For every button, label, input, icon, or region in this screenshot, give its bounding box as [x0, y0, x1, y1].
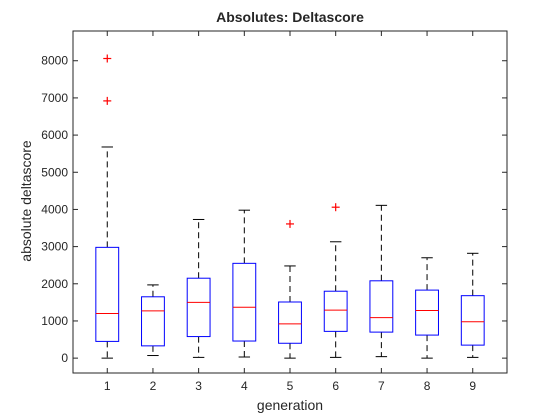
x-tick-label: 3: [195, 379, 202, 393]
box: [232, 262, 257, 342]
x-tick-label: 6: [332, 379, 339, 393]
outlier-marker: [103, 96, 112, 105]
box: [369, 280, 394, 333]
x-axis-label: generation: [257, 397, 323, 413]
box-group-7: [369, 204, 394, 358]
box-group-2: [141, 284, 165, 357]
box-group-4: [232, 209, 257, 358]
x-tick-label: 2: [150, 379, 157, 393]
x-axis: 1 2 3 4 5 6 7 8 9: [104, 31, 476, 393]
box-group-5: [278, 219, 302, 359]
y-tick-label: 2000: [41, 277, 68, 291]
x-tick-label: 5: [287, 379, 294, 393]
box: [278, 301, 302, 344]
box: [141, 296, 165, 347]
x-tick-label: 7: [378, 379, 385, 393]
box-series: [95, 54, 485, 359]
box: [323, 290, 348, 332]
box-group-3: [186, 218, 211, 358]
x-tick-label: 9: [469, 379, 476, 393]
y-tick-label: 0: [61, 351, 68, 365]
y-axis-label: absolute deltascore: [18, 140, 34, 262]
outlier-marker: [103, 54, 112, 63]
y-axis: 0 1000 2000 3000 4000 5000 6000 7000 8000: [41, 54, 507, 365]
plot-area-frame: [72, 30, 508, 374]
box: [186, 277, 211, 338]
x-tick-label: 1: [104, 379, 111, 393]
x-tick-label: 8: [424, 379, 431, 393]
box: [95, 246, 120, 342]
box-group-8: [415, 257, 439, 359]
y-tick-label: 6000: [41, 128, 68, 142]
box-group-1: [95, 54, 120, 359]
box-group-9: [460, 252, 485, 358]
box-group-6: [323, 203, 348, 358]
y-tick-label: 4000: [41, 202, 68, 216]
box: [460, 295, 485, 346]
box: [415, 289, 439, 336]
y-tick-label: 3000: [41, 240, 68, 254]
y-tick-label: 1000: [41, 314, 68, 328]
x-tick-label: 4: [241, 379, 248, 393]
outlier-marker: [331, 203, 340, 212]
outlier-marker: [286, 219, 294, 228]
y-tick-label: 5000: [41, 165, 68, 179]
y-tick-label: 8000: [41, 54, 68, 68]
y-tick-label: 7000: [41, 91, 68, 105]
chart-title: Absolutes: Deltascore: [216, 9, 364, 25]
